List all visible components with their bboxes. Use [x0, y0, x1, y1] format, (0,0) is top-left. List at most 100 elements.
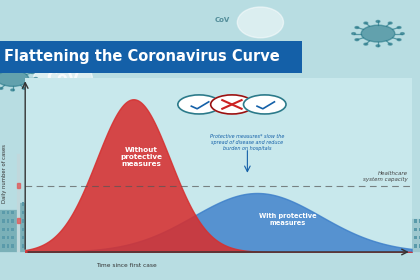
Bar [152, 236, 154, 239]
Bar [11, 244, 14, 248]
Bar [140, 205, 162, 252]
Bar [414, 244, 417, 248]
Bar [268, 228, 270, 231]
Ellipse shape [330, 105, 333, 106]
Bar [104, 207, 121, 252]
Bar [17, 183, 20, 188]
Text: CoV: CoV [46, 71, 80, 86]
Bar [359, 244, 361, 248]
Bar [89, 211, 102, 252]
Bar [352, 231, 375, 252]
Bar [50, 228, 52, 231]
Bar [129, 228, 132, 231]
Bar [67, 244, 70, 248]
Bar [142, 236, 145, 239]
Bar [373, 244, 375, 248]
Bar [45, 236, 48, 239]
Bar [171, 228, 173, 231]
Bar [252, 244, 254, 248]
Ellipse shape [227, 45, 228, 46]
Bar [142, 228, 145, 231]
Bar [410, 219, 412, 223]
Bar [339, 202, 341, 206]
Ellipse shape [54, 100, 56, 101]
Bar [293, 236, 295, 239]
Bar [180, 236, 182, 239]
Bar [26, 202, 29, 206]
Bar [147, 219, 150, 223]
Bar [339, 228, 341, 231]
Ellipse shape [70, 106, 72, 107]
Ellipse shape [355, 39, 359, 41]
Bar [26, 228, 29, 231]
Bar [22, 236, 24, 239]
Bar [212, 244, 215, 248]
Bar [152, 211, 154, 214]
Bar [293, 211, 295, 214]
Bar [22, 219, 24, 223]
Bar [354, 236, 357, 239]
Bar [147, 174, 151, 252]
Bar [203, 228, 205, 231]
Bar [91, 211, 94, 214]
Bar [100, 211, 103, 214]
Ellipse shape [234, 45, 235, 46]
Bar [334, 228, 336, 231]
Bar [58, 244, 60, 248]
Bar [171, 219, 173, 223]
Bar [125, 219, 127, 223]
Bar [164, 216, 182, 252]
Bar [7, 236, 9, 239]
Bar [208, 219, 211, 223]
Bar [390, 236, 392, 239]
Bar [147, 197, 151, 201]
Bar [328, 219, 331, 223]
Bar [319, 228, 322, 231]
Bar [324, 244, 326, 248]
Bar [0, 210, 17, 252]
Bar [96, 211, 98, 214]
Text: Daily number of cases: Daily number of cases [2, 144, 7, 203]
Bar [419, 219, 420, 223]
Bar [175, 236, 178, 239]
Bar [31, 228, 34, 231]
Bar [91, 244, 94, 248]
Bar [17, 218, 20, 223]
Bar [281, 236, 284, 239]
Bar [166, 219, 168, 223]
Bar [106, 236, 108, 239]
Bar [186, 228, 189, 231]
Ellipse shape [330, 90, 333, 91]
Ellipse shape [50, 102, 67, 111]
Bar [96, 236, 98, 239]
Ellipse shape [397, 27, 401, 29]
Bar [171, 236, 173, 239]
Bar [334, 219, 336, 223]
Bar [36, 244, 38, 248]
Bar [2, 219, 5, 223]
Bar [147, 211, 150, 214]
Ellipse shape [364, 22, 368, 24]
Bar [390, 219, 392, 223]
Bar [100, 219, 103, 223]
Ellipse shape [0, 88, 3, 89]
Bar [186, 219, 189, 223]
Bar [186, 244, 189, 248]
Bar [63, 236, 65, 239]
Bar [129, 244, 132, 248]
Bar [175, 228, 178, 231]
Bar [31, 244, 34, 248]
Bar [36, 219, 38, 223]
Bar [268, 244, 270, 248]
Bar [31, 202, 34, 206]
Text: Protective measures* slow the
spread of disease and reduce
burden on hospitals: Protective measures* slow the spread of … [210, 134, 285, 151]
Bar [272, 219, 275, 223]
Bar [22, 202, 24, 206]
Bar [363, 244, 366, 248]
Bar [277, 228, 279, 231]
Bar [79, 244, 81, 248]
Bar [410, 228, 412, 231]
Bar [394, 211, 397, 214]
Bar [339, 236, 341, 239]
Ellipse shape [34, 78, 37, 79]
